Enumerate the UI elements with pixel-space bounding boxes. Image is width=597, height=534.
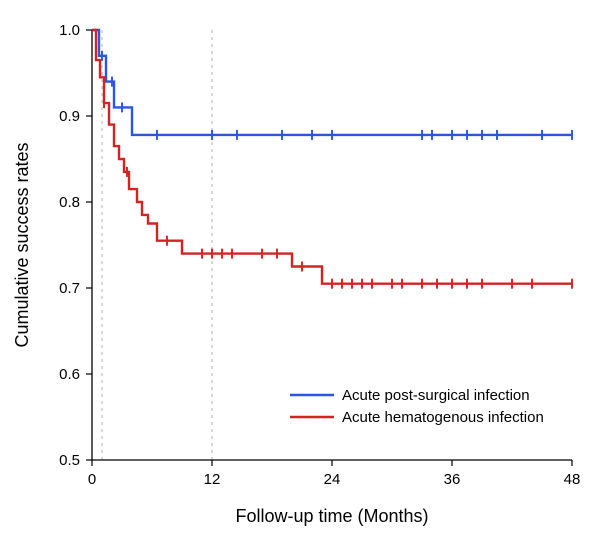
y-tick-label: 0.6	[59, 366, 80, 383]
x-tick-label: 48	[564, 471, 581, 488]
y-axis-label: Cumulative success rates	[12, 142, 32, 347]
y-tick-label: 1.0	[59, 22, 80, 39]
x-tick-label: 24	[324, 471, 341, 488]
x-axis-label: Follow-up time (Months)	[235, 506, 428, 526]
legend-label: Acute hematogenous infection	[342, 409, 544, 426]
x-tick-label: 12	[204, 471, 221, 488]
y-tick-label: 0.9	[59, 108, 80, 125]
x-tick-label: 36	[444, 471, 461, 488]
chart-svg: 0 12 24 36 48 0.5 0.6 0.7 0.8 0.9 1.0 Follow-up tim…	[0, 0, 597, 534]
legend-label: Acute post-surgical infection	[342, 387, 530, 404]
y-tick-label: 0.8	[59, 194, 80, 211]
km-chart: 0 12 24 36 48 0.5 0.6 0.7 0.8 0.9 1.0 Follow-up tim…	[0, 0, 597, 534]
y-tick-label: 0.7	[59, 280, 80, 297]
y-tick-label: 0.5	[59, 452, 80, 469]
x-tick-label: 0	[88, 471, 96, 488]
